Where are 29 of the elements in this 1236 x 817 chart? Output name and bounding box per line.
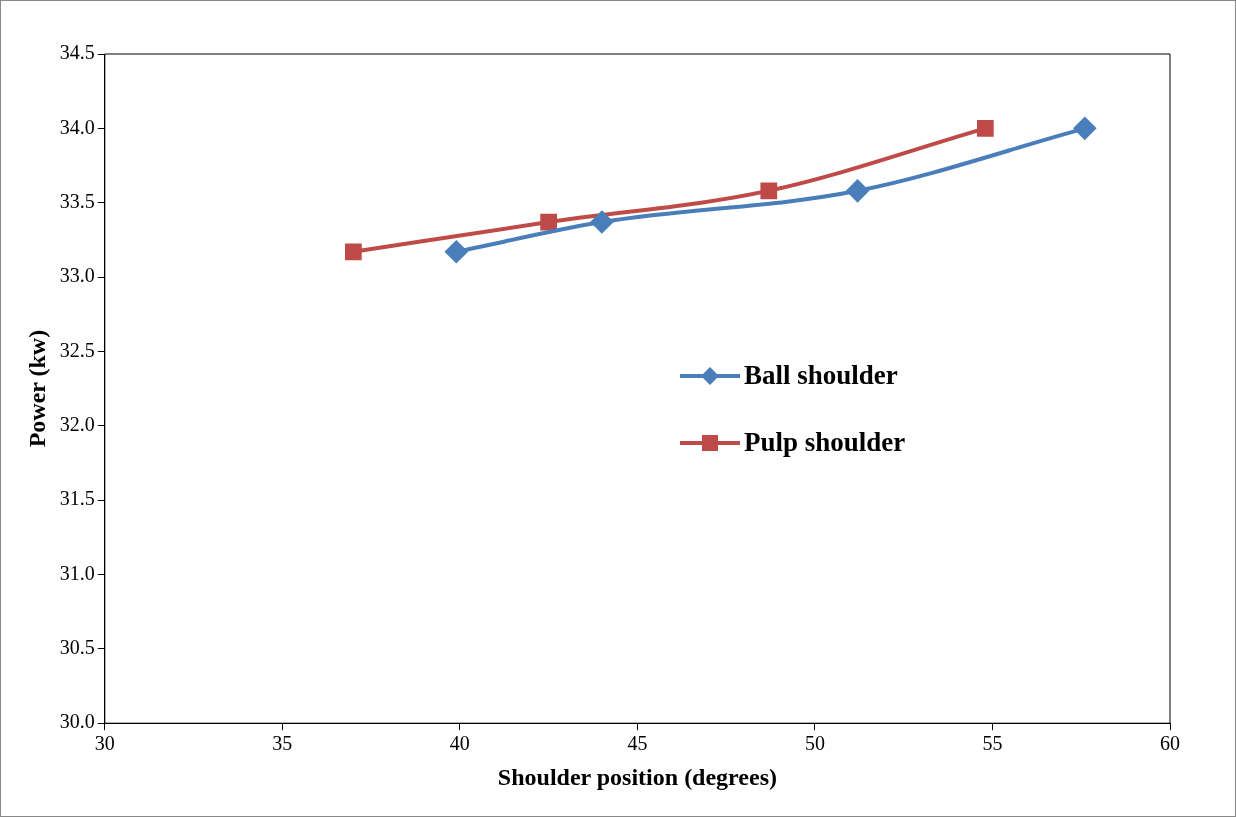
y-tick-label: 33.0	[59, 264, 95, 287]
point	[846, 179, 869, 202]
y-tick-label: 33.5	[59, 189, 95, 212]
legend-label: Ball shoulder	[744, 360, 898, 391]
x-tick-label: 30	[94, 732, 115, 755]
point	[540, 213, 557, 231]
y-tick-label: 31.0	[59, 561, 95, 584]
y-tick-label: 30.0	[59, 710, 95, 733]
y-axis-title: Power (kw)	[23, 329, 50, 448]
legend-label: Pulp shoulder	[744, 427, 906, 458]
x-tick-label: 60	[1160, 732, 1180, 755]
y-tick-label: 32.0	[59, 413, 95, 436]
x-tick-label: 35	[272, 732, 293, 755]
y-tick-label: 34.0	[59, 115, 95, 138]
y-tick-label: 30.5	[59, 636, 95, 659]
x-tick-label: 55	[982, 732, 1003, 755]
x-tick-label: 50	[804, 732, 825, 755]
point	[445, 240, 468, 263]
y-tick-label: 32.5	[59, 338, 95, 361]
point	[1073, 117, 1096, 140]
x-tick-label: 45	[627, 732, 648, 755]
x-tick-label: 40	[449, 732, 470, 755]
point	[344, 243, 362, 261]
point	[760, 182, 778, 200]
y-tick-label: 31.5	[59, 487, 95, 510]
point	[977, 119, 994, 137]
x-axis-title: Shoulder position (degrees)	[497, 763, 777, 790]
y-tick-label: 34.5	[59, 41, 95, 64]
point	[590, 211, 613, 234]
